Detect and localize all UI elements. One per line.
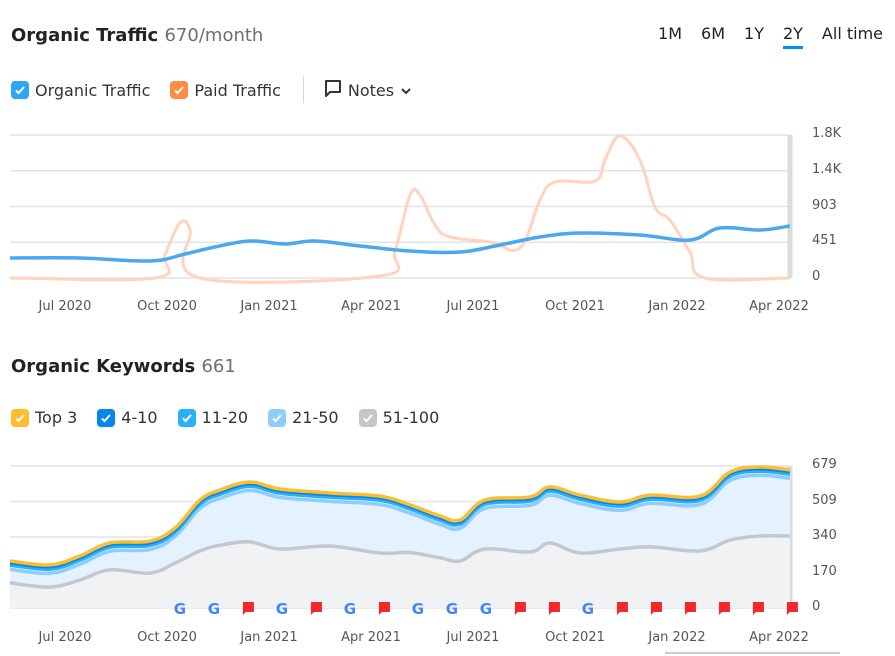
note-flag-icon[interactable] [684, 602, 696, 615]
y-tick-label: 451 [812, 233, 837, 249]
traffic-title-text: Organic Traffic [11, 25, 159, 46]
period-1y[interactable]: 1Y [744, 24, 764, 43]
google-update-icon[interactable]: G [344, 600, 356, 618]
keywords-title-text: Organic Keywords [11, 356, 196, 377]
y-tick-label: 1.8K [812, 126, 842, 141]
period-selector: 1M 6M 1Y 2Y All time [658, 24, 883, 49]
legend-label: 51-100 [382, 408, 440, 427]
legend-51-100[interactable]: 51-100 [358, 408, 440, 427]
note-flag-icon[interactable] [616, 602, 628, 615]
legend-label: Organic Traffic [35, 80, 151, 100]
period-1m[interactable]: 1M [658, 24, 683, 43]
google-update-icon[interactable]: G [174, 600, 186, 618]
checkbox-checked-icon[interactable] [358, 408, 377, 427]
google-update-icon[interactable]: G [208, 600, 220, 618]
note-flag-icon[interactable] [548, 602, 560, 615]
keywords-title: Organic Keywords 661 [11, 356, 236, 377]
traffic-legend: Organic Traffic Paid Traffic Notes [11, 77, 412, 103]
note-flag-icon[interactable] [378, 602, 390, 615]
legend-11-20[interactable]: 11-20 [177, 408, 249, 427]
line-4-10 [9, 466, 791, 569]
google-update-icon[interactable]: G [480, 600, 492, 618]
x-tick-label: Oct 2020 [137, 299, 197, 314]
y-tick-label: 509 [812, 492, 837, 508]
x-tick-label: Oct 2020 [137, 630, 197, 645]
y-tick-label: 0 [812, 269, 821, 284]
paid-traffic-line [9, 134, 790, 284]
line-11-20 [9, 469, 791, 571]
y-tick-label: 903 [812, 197, 837, 213]
checkbox-checked-icon[interactable] [11, 81, 29, 99]
x-tick-label: Jul 2021 [446, 299, 500, 314]
line-51-100 [9, 533, 790, 589]
note-flag-icon[interactable] [514, 602, 526, 615]
legend-label: 4-10 [121, 408, 158, 427]
legend-4-10[interactable]: 4-10 [97, 408, 158, 427]
note-flag-icon[interactable] [752, 602, 764, 615]
x-tick-label: Oct 2021 [545, 630, 605, 645]
google-update-icon[interactable]: G [582, 600, 594, 618]
line-top-3 [9, 465, 791, 567]
y-tick-label: 0 [812, 599, 821, 614]
keywords-count: 661 [201, 356, 236, 377]
google-update-icon[interactable]: G [446, 600, 458, 618]
x-tick-label: Apr 2022 [749, 630, 809, 645]
notes-label: Notes [347, 80, 395, 100]
legend-21-50[interactable]: 21-50 [268, 408, 339, 427]
x-tick-label: Apr 2022 [749, 299, 809, 314]
scrollbar[interactable] [665, 652, 840, 654]
organic-traffic-line [9, 224, 791, 263]
keywords-legend: Top 3 4-10 11-20 21-50 51-100 [11, 408, 459, 427]
checkbox-checked-icon[interactable] [97, 408, 116, 427]
divider [302, 77, 304, 103]
checkbox-checked-icon[interactable] [268, 408, 287, 427]
legend-organic-traffic[interactable]: Organic Traffic [11, 81, 150, 100]
traffic-title: Organic Traffic 670/month [11, 25, 263, 46]
legend-label: Top 3 [35, 408, 78, 427]
note-flag-icon[interactable] [718, 602, 730, 615]
keywords-area [9, 467, 791, 608]
x-tick-label: Oct 2021 [545, 299, 605, 314]
period-all-time[interactable]: All time [821, 24, 883, 43]
x-tick-label: Jul 2021 [446, 630, 500, 645]
chevron-down-icon [400, 81, 412, 100]
x-tick-label: Jan 2021 [240, 630, 298, 645]
line-21-50 [9, 473, 791, 576]
x-tick-label: Jul 2020 [38, 630, 92, 645]
x-tick-label: Apr 2021 [341, 299, 401, 314]
y-tick-label: 340 [812, 528, 837, 543]
note-flag-icon[interactable] [786, 602, 798, 615]
legend-label: 11-20 [201, 408, 249, 427]
google-update-icon[interactable]: G [276, 600, 288, 618]
checkbox-checked-icon[interactable] [177, 408, 196, 427]
y-tick-label: 679 [812, 457, 837, 472]
legend-top-3[interactable]: Top 3 [11, 408, 77, 427]
x-tick-label: Jan 2021 [240, 299, 298, 314]
checkbox-checked-icon[interactable] [11, 408, 29, 427]
y-tick-label: 1.4K [812, 161, 842, 177]
note-flag-icon[interactable] [310, 602, 322, 615]
y-tick-label: 170 [812, 563, 837, 579]
x-tick-label: Jan 2022 [648, 630, 706, 645]
checkbox-checked-icon[interactable] [170, 81, 189, 99]
notes-dropdown[interactable]: Notes [324, 79, 412, 101]
note-flag-icon[interactable] [242, 602, 254, 615]
x-tick-label: Jan 2022 [648, 299, 706, 314]
legend-label: 21-50 [292, 408, 339, 427]
google-update-icon[interactable]: G [412, 600, 424, 618]
legend-label: Paid Traffic [194, 80, 281, 100]
period-6m[interactable]: 6M [701, 24, 726, 43]
comment-icon [324, 79, 342, 101]
x-tick-label: Jul 2020 [38, 299, 92, 314]
period-2y[interactable]: 2Y [782, 24, 803, 49]
legend-paid-traffic[interactable]: Paid Traffic [170, 81, 281, 100]
keywords-51-100-area [9, 535, 791, 608]
traffic-per-month: 670/month [164, 25, 264, 46]
x-tick-label: Apr 2021 [341, 630, 401, 645]
note-flag-icon[interactable] [650, 602, 662, 615]
